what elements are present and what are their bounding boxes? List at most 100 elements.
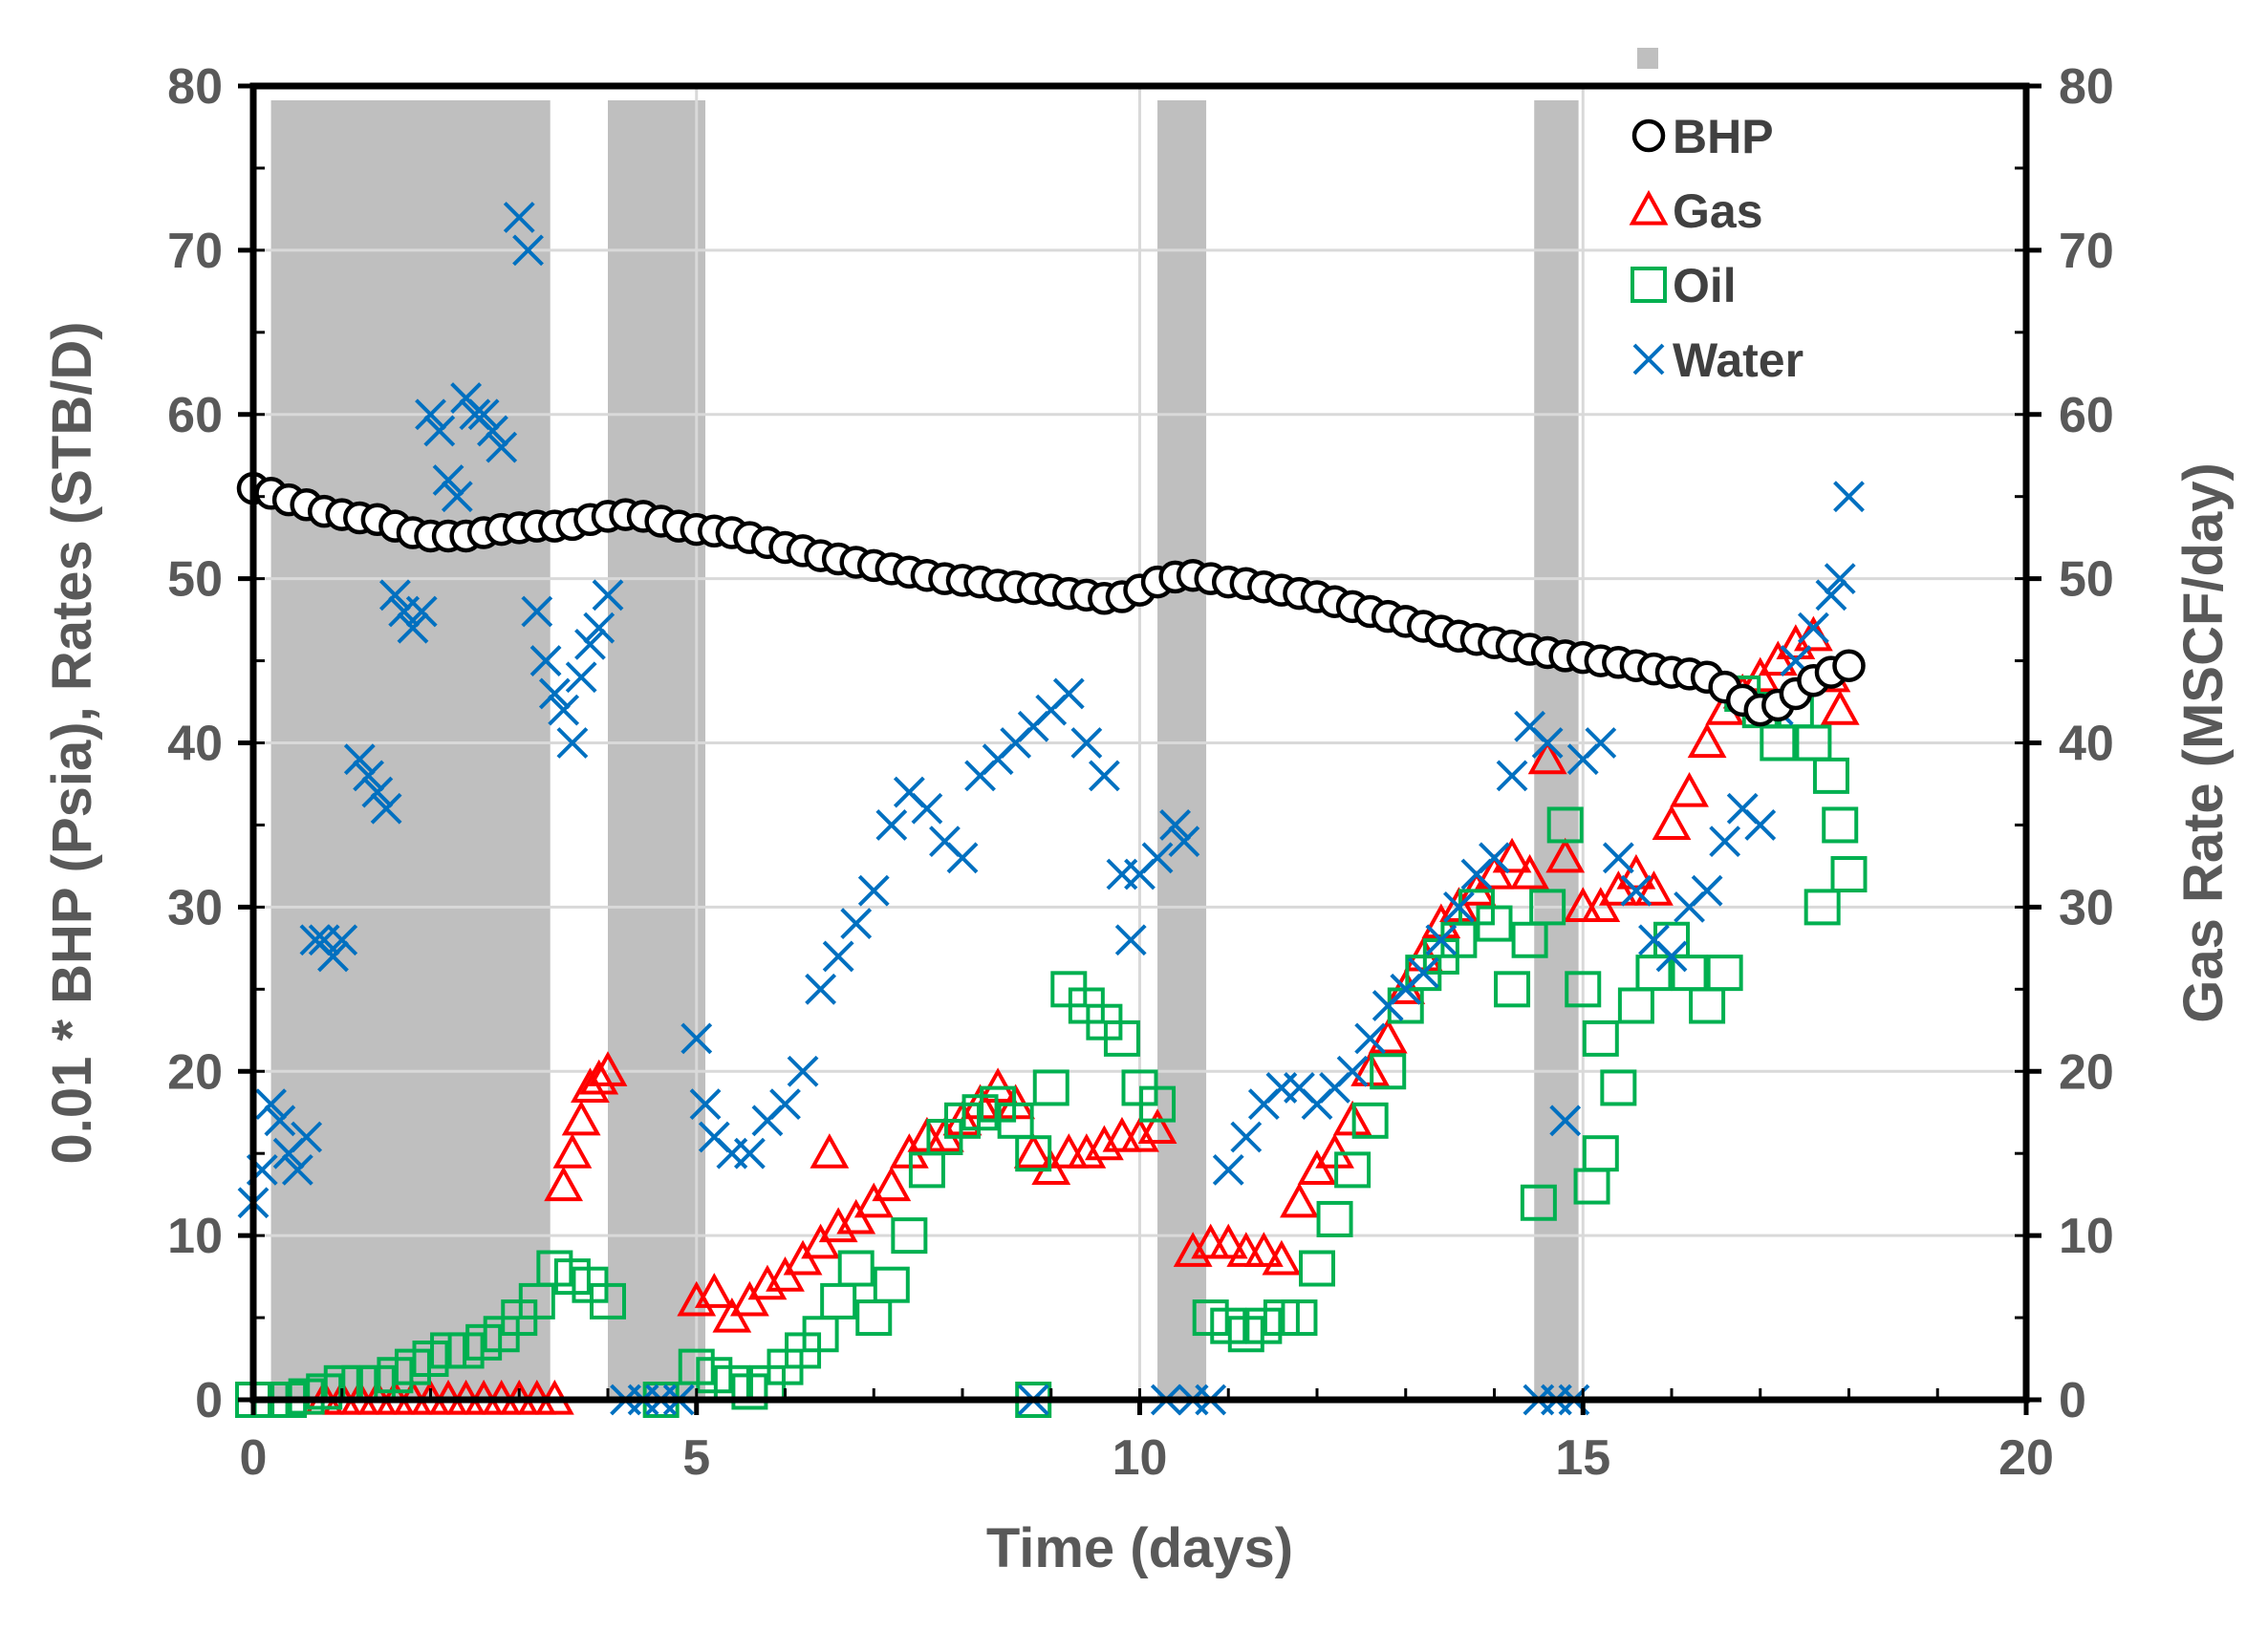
oil-point bbox=[1476, 905, 1513, 942]
y-tick-label: 60 bbox=[167, 388, 223, 443]
oil-point bbox=[1316, 1200, 1353, 1237]
water-point bbox=[467, 398, 500, 431]
water-point bbox=[486, 431, 518, 463]
x-tick-label: 10 bbox=[1112, 1430, 1168, 1486]
oil-point bbox=[1706, 955, 1743, 992]
oil-point bbox=[1582, 1019, 1619, 1057]
gas-point bbox=[579, 1059, 619, 1095]
x-tick-label: 5 bbox=[682, 1430, 710, 1486]
y2-tick-label: 80 bbox=[2059, 59, 2114, 115]
water-point bbox=[423, 415, 456, 447]
water-point bbox=[317, 940, 349, 973]
oil-point bbox=[1032, 1069, 1069, 1106]
gas-point bbox=[1492, 837, 1532, 873]
y2-tick-label: 40 bbox=[2059, 717, 2114, 772]
water-point bbox=[378, 579, 411, 612]
bhp-point bbox=[1832, 649, 1866, 682]
water-point bbox=[556, 727, 589, 759]
gas-point bbox=[1013, 1133, 1053, 1169]
oil-point bbox=[1299, 1250, 1335, 1287]
water-point bbox=[538, 677, 571, 710]
gas-point bbox=[1173, 1232, 1213, 1267]
oil-point bbox=[1103, 1019, 1140, 1057]
water-point bbox=[343, 743, 376, 776]
oil-point bbox=[1600, 1069, 1637, 1106]
gas-point bbox=[1634, 870, 1674, 906]
y2-tick-label: 50 bbox=[2059, 552, 2114, 608]
water-point bbox=[1496, 760, 1528, 792]
y-tick-label: 50 bbox=[167, 552, 223, 608]
legend-item-bhp: BHP bbox=[1631, 110, 1774, 163]
water-point bbox=[405, 595, 438, 628]
water-point bbox=[1549, 1105, 1582, 1137]
gas-point bbox=[747, 1264, 788, 1300]
water-point bbox=[592, 579, 624, 612]
legend-marker-water bbox=[1632, 343, 1665, 376]
oil-point bbox=[820, 1282, 857, 1320]
water-point bbox=[1336, 1055, 1369, 1087]
y-tick-label: 0 bbox=[195, 1373, 223, 1428]
water-point bbox=[805, 973, 837, 1005]
oil-point bbox=[873, 1266, 910, 1303]
gas-point bbox=[1120, 1116, 1159, 1152]
oil-point bbox=[1822, 806, 1859, 844]
series-bhp bbox=[236, 471, 1866, 727]
water-point bbox=[512, 234, 544, 267]
gas-point bbox=[1670, 771, 1709, 807]
water-point bbox=[1088, 760, 1120, 792]
water-point bbox=[1691, 874, 1723, 907]
gas-point bbox=[1545, 837, 1586, 873]
y-axis-title: 0.01 * BHP (Psia), Rates (STB/D) bbox=[41, 321, 103, 1164]
legend-item-oil: Oil bbox=[1631, 259, 1737, 312]
oil-point bbox=[1015, 1135, 1052, 1172]
x-tick-label: 0 bbox=[240, 1430, 268, 1486]
oil-point bbox=[1830, 856, 1868, 892]
x-tick-label: 15 bbox=[1555, 1430, 1610, 1486]
oil-point bbox=[590, 1282, 626, 1320]
legend-marker-oil bbox=[1631, 267, 1667, 303]
y2-tick-label: 20 bbox=[2059, 1044, 2114, 1100]
gas-point bbox=[1510, 853, 1549, 890]
water-point bbox=[397, 612, 429, 644]
water-point bbox=[281, 1153, 313, 1186]
water-point bbox=[255, 1088, 287, 1121]
water-point bbox=[583, 612, 616, 644]
water-point bbox=[911, 792, 943, 825]
water-point bbox=[353, 760, 384, 792]
gas-point bbox=[1137, 1108, 1177, 1145]
shut-in-legend-swatch bbox=[1637, 48, 1658, 69]
water-point bbox=[477, 415, 508, 447]
gas-point bbox=[1280, 1182, 1319, 1218]
y-tick-label: 10 bbox=[167, 1209, 223, 1264]
gas-point bbox=[872, 1166, 912, 1202]
x-axis-title: Time (days) bbox=[986, 1517, 1293, 1579]
water-point bbox=[787, 1055, 819, 1087]
legend-label-bhp: BHP bbox=[1673, 110, 1774, 163]
water-point bbox=[875, 809, 908, 841]
y-tick-label: 70 bbox=[167, 224, 223, 279]
oil-point bbox=[1565, 971, 1602, 1008]
water-point bbox=[361, 776, 394, 808]
oil-point bbox=[1370, 1053, 1407, 1090]
water-point bbox=[1797, 612, 1829, 644]
water-point bbox=[1602, 842, 1634, 874]
water-point bbox=[574, 628, 606, 660]
gas-point bbox=[1067, 1133, 1107, 1169]
gas-point bbox=[1616, 853, 1656, 890]
legend-marker-gas bbox=[1629, 189, 1669, 225]
water-point bbox=[1212, 1153, 1244, 1186]
oil-point bbox=[1281, 1299, 1318, 1337]
legend-label-water: Water bbox=[1673, 333, 1804, 387]
y2-tick-label: 30 bbox=[2059, 880, 2114, 935]
water-point bbox=[857, 874, 890, 907]
oil-point bbox=[1139, 1085, 1177, 1123]
water-point bbox=[1442, 891, 1475, 923]
water-point bbox=[326, 924, 358, 956]
gas-point bbox=[818, 1207, 858, 1243]
water-point bbox=[1585, 727, 1617, 759]
water-point bbox=[1833, 481, 1865, 513]
y-tick-label: 30 bbox=[167, 880, 223, 935]
legend: BHP Gas Oil Water bbox=[1629, 110, 1804, 387]
oil-point bbox=[1494, 971, 1531, 1008]
